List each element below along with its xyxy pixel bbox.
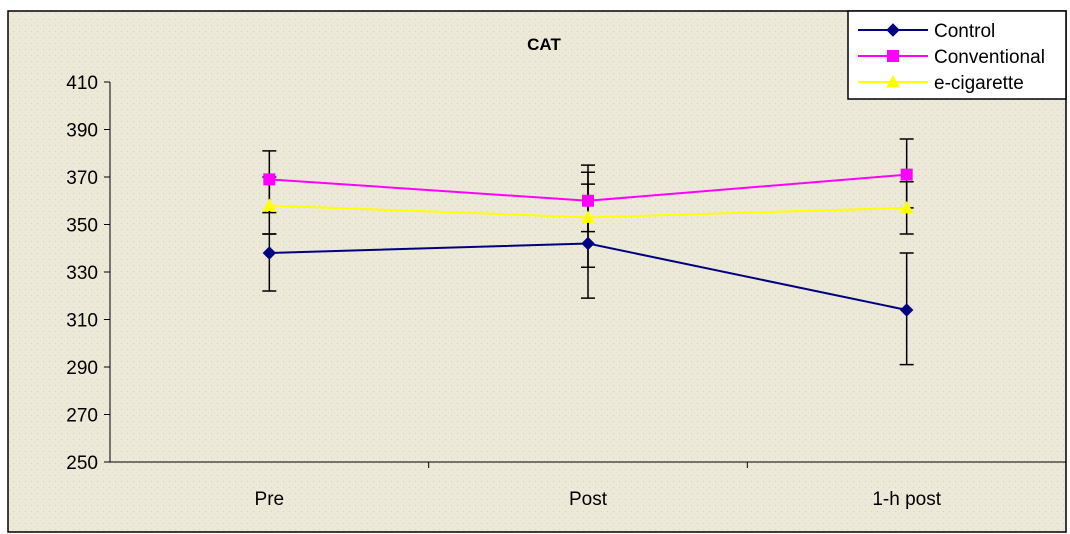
data-point-control [262, 246, 277, 260]
y-tick-label: 310 [66, 311, 98, 332]
legend-marker [886, 74, 900, 88]
y-tick-label: 330 [66, 263, 98, 284]
data-point-conventional [582, 194, 594, 207]
legend-label: e-cigarette [934, 73, 1024, 94]
y-tick-label: 270 [66, 406, 98, 427]
data-point-control [581, 236, 595, 251]
x-tick-label: Pre [255, 489, 285, 510]
x-tick-label: Post [569, 489, 608, 510]
data-point-conventional [263, 173, 276, 186]
y-tick-label: 390 [66, 121, 98, 142]
y-tick-label: 350 [66, 216, 98, 237]
legend-label: Control [934, 21, 995, 42]
data-point-conventional [900, 168, 913, 181]
y-tick-label: 290 [66, 358, 98, 379]
y-tick-label: 410 [66, 73, 98, 94]
data-point-e-cigarette [581, 210, 595, 223]
legend-marker [887, 50, 899, 62]
chart-title: CAT [527, 35, 561, 54]
legend-label: Conventional [934, 47, 1045, 68]
data-point-e-cigarette [262, 198, 277, 211]
y-tick-label: 370 [66, 168, 98, 189]
legend-marker [886, 23, 900, 37]
data-point-control [899, 303, 914, 317]
data-point-e-cigarette [899, 200, 914, 214]
y-tick-label: 250 [66, 453, 98, 474]
x-tick-label: 1-h post [872, 489, 941, 510]
